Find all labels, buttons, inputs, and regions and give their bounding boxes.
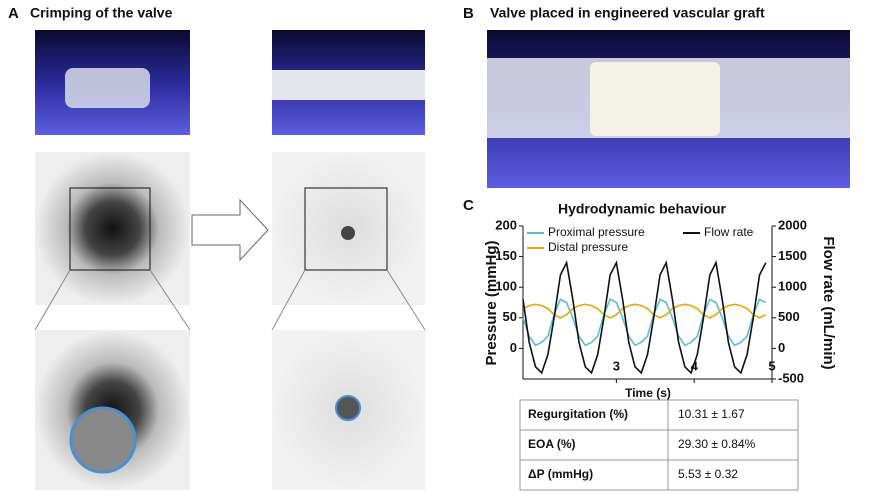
x-tick-label: 3 bbox=[613, 358, 620, 373]
table-frame bbox=[519, 399, 799, 491]
y2-tick-label: -500 bbox=[778, 370, 804, 385]
y-axis-label: Pressure (mmHg) bbox=[483, 240, 500, 365]
zoom-line bbox=[386, 269, 426, 331]
valve-in-graft bbox=[590, 62, 720, 136]
y2-tick-label: 500 bbox=[778, 309, 800, 324]
series-line bbox=[522, 298, 767, 347]
table-value: 29.30 ± 0.84% bbox=[678, 437, 756, 451]
legend-label: Flow rate bbox=[704, 225, 754, 239]
table-header: Regurgitation (%) bbox=[528, 407, 628, 421]
panel-title: Valve placed in engineered vascular graf… bbox=[490, 5, 765, 21]
photos bbox=[34, 30, 850, 490]
table-value: 5.53 ± 0.32 bbox=[678, 467, 738, 481]
zoom-box bbox=[69, 187, 151, 271]
table-header: EOA (%) bbox=[528, 437, 576, 451]
x-axis-label: Time (s) bbox=[625, 386, 671, 400]
valve-zoom bbox=[69, 406, 137, 474]
zoom-line bbox=[149, 269, 191, 331]
crimped-hole bbox=[341, 226, 355, 240]
y-tick-label: 50 bbox=[503, 309, 517, 324]
y2-tick-label: 1500 bbox=[778, 248, 807, 263]
table-value: 10.31 ± 1.67 bbox=[678, 407, 745, 421]
y-tick-label: 100 bbox=[495, 279, 517, 294]
y2-tick-label: 0 bbox=[778, 340, 785, 355]
arrow bbox=[191, 198, 269, 262]
zoom-line bbox=[271, 269, 306, 331]
series-line bbox=[522, 260, 767, 375]
crimped-valve bbox=[272, 70, 425, 100]
panel-label: A bbox=[8, 5, 19, 22]
legend-label: Proximal pressure bbox=[548, 225, 645, 239]
panel-label: B bbox=[463, 5, 474, 22]
legend-label: Distal pressure bbox=[548, 240, 628, 254]
crimped-zoom bbox=[335, 395, 361, 421]
y2-axis-label: Flow rate (mL/min) bbox=[820, 236, 837, 369]
zoom-line bbox=[34, 269, 71, 331]
y-tick-label: 200 bbox=[495, 217, 517, 232]
series-line bbox=[522, 303, 767, 319]
panel-title: Crimping of the valve bbox=[30, 5, 173, 21]
y-tick-label: 0 bbox=[510, 340, 517, 355]
x-tick-label: 4 bbox=[691, 358, 699, 373]
chart-title: Hydrodynamic behaviour bbox=[558, 201, 727, 217]
zoom-box bbox=[304, 187, 388, 271]
valve bbox=[65, 68, 150, 108]
table-header: ΔP (mmHg) bbox=[528, 467, 593, 481]
y2-tick-label: 2000 bbox=[778, 217, 807, 232]
x-tick-label: 5 bbox=[768, 358, 775, 373]
y2-tick-label: 1000 bbox=[778, 279, 807, 294]
photo-crimper-open bbox=[35, 152, 190, 305]
table bbox=[519, 399, 799, 491]
y-tick-label: 150 bbox=[495, 248, 517, 263]
panel-label: C bbox=[463, 197, 474, 214]
